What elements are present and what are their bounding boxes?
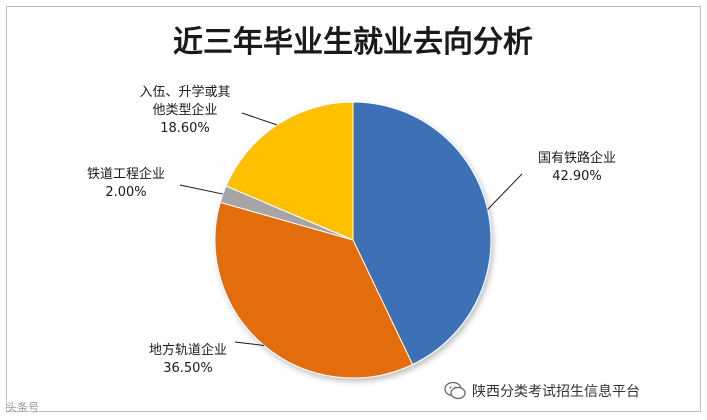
slice-value-label: 36.50% <box>163 361 213 376</box>
slice-category-label: 入伍、升学或其 <box>139 84 230 100</box>
leader-line-4 <box>241 112 278 126</box>
slice-value-label: 42.90% <box>552 169 602 184</box>
pie-slices <box>214 101 492 379</box>
watermark-right: 陕西分类考试招生信息平台 <box>444 380 640 402</box>
leader-lines <box>179 112 523 346</box>
pie-slice-2 <box>214 201 414 379</box>
slice-value-label: 18.60% <box>160 121 210 136</box>
slice-category-label: 地方轨道企业 <box>149 342 227 358</box>
slice-labels: 国有铁路企业 42.90% 地方轨道企业 36.50% 铁道工程企业 2.00% 入伍、升学… <box>87 84 616 376</box>
slice-category-label: 国有铁路企业 <box>538 150 616 166</box>
watermark-left: 头条号 <box>6 399 39 415</box>
slice-value-label: 2.00% <box>105 185 146 200</box>
leader-line-1 <box>487 173 523 210</box>
slice-category-label: 他类型企业 <box>152 102 217 118</box>
slice-label-4: 入伍、升学或其他类型企业 18.60% <box>139 84 230 136</box>
watermark-left-text: 头条号 <box>6 401 39 414</box>
pie-slice-1 <box>352 101 492 366</box>
slice-label-3: 铁道工程企业 2.00% <box>87 166 165 200</box>
slice-category-label: 铁道工程企业 <box>87 166 165 182</box>
slice-label-2: 地方轨道企业 36.50% <box>149 342 227 376</box>
chart-title: 近三年毕业生就业去向分析 <box>173 25 533 60</box>
leader-line-3 <box>179 184 223 195</box>
leader-line-2 <box>234 341 265 346</box>
slice-label-1: 国有铁路企业 42.90% <box>538 150 616 184</box>
watermark-right-text: 陕西分类考试招生信息平台 <box>472 384 640 400</box>
wechat-icon <box>444 381 466 400</box>
pie-slice-4 <box>225 101 354 241</box>
